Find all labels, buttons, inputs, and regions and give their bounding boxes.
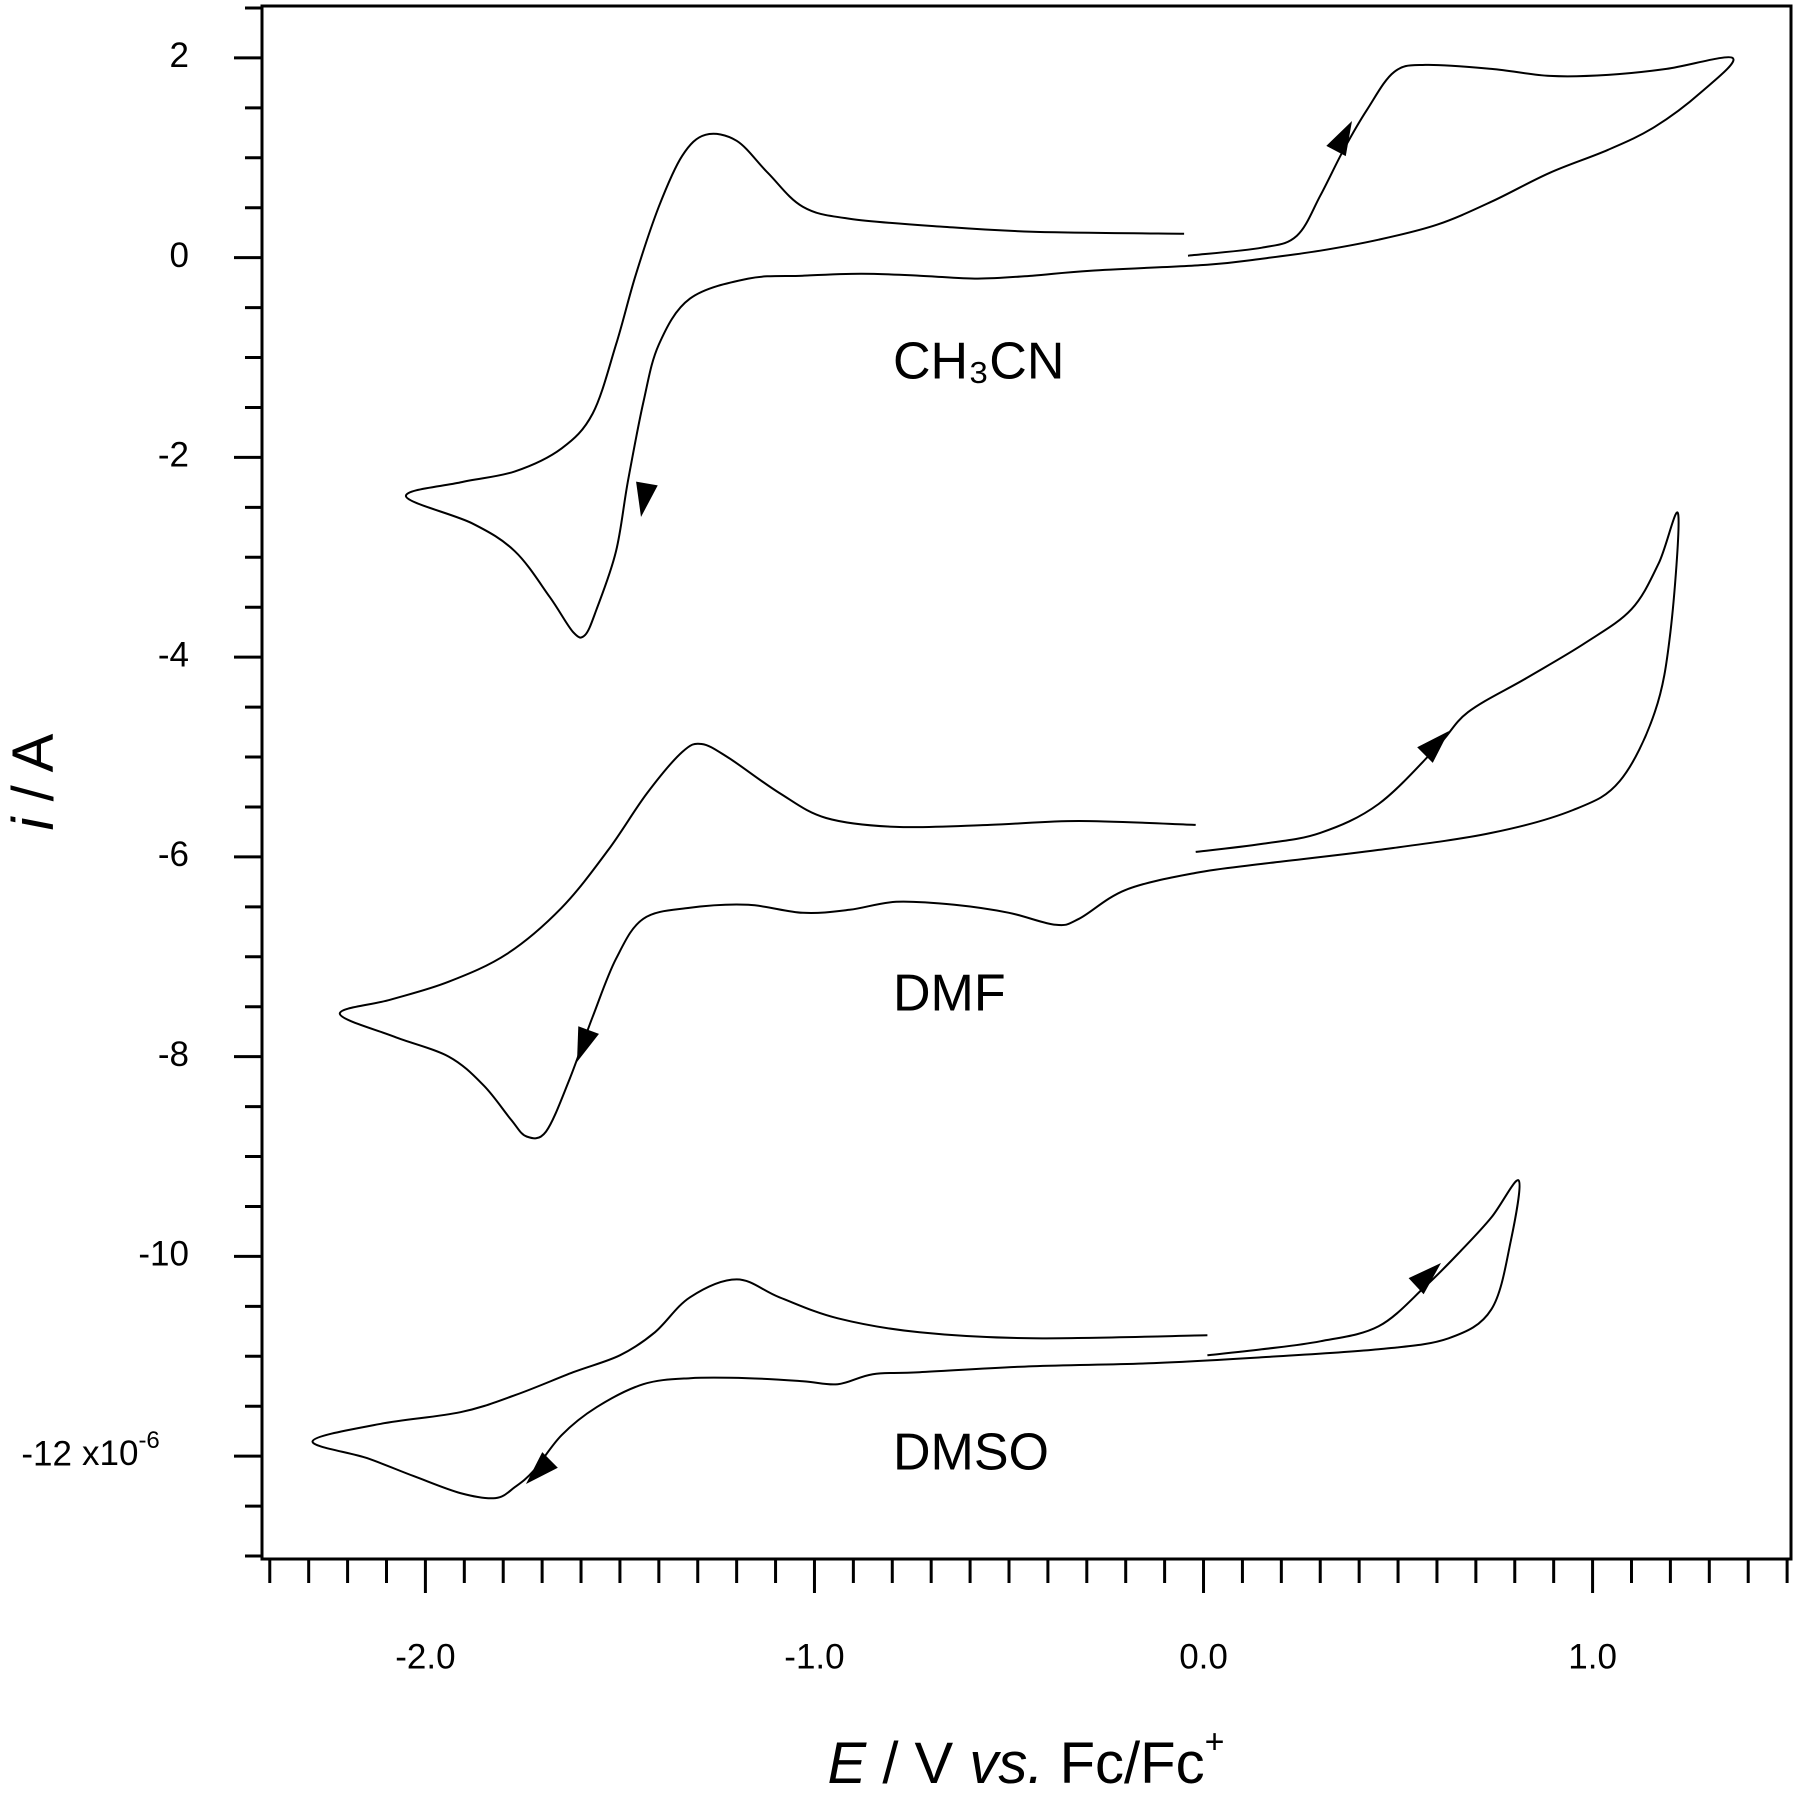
y-label-part: / A xyxy=(1,733,66,817)
x-label-part: + xyxy=(1205,1723,1225,1761)
arrow xyxy=(636,481,658,517)
y-tick-label: -12 xyxy=(21,1434,72,1473)
plot-frame xyxy=(260,4,1793,1561)
arrow xyxy=(577,1026,599,1062)
series-label: DMSO xyxy=(893,1424,1049,1482)
y-label-part: i xyxy=(1,815,66,830)
y-axis-label: i / A xyxy=(1,733,66,830)
y-tick-label: -8 xyxy=(158,1035,189,1074)
series-label: DMF xyxy=(893,965,1006,1023)
x-label-part: vs. xyxy=(969,1731,1043,1796)
x-tick-label: 1.0 xyxy=(1568,1637,1617,1676)
y-tick-label: -2 xyxy=(158,436,189,475)
y-tick-label: 2 xyxy=(170,36,189,75)
x-tick-label: -2.0 xyxy=(395,1637,455,1676)
cv-curve xyxy=(338,511,1680,1140)
y-multiplier-exponent: -6 xyxy=(138,1427,159,1454)
y-tick-label: -4 xyxy=(158,635,189,674)
arrow xyxy=(1417,731,1449,763)
x-label-part: Fc/Fc xyxy=(1044,1731,1205,1796)
y-multiplier: x10-6 xyxy=(82,1427,160,1473)
x-tick-label: 0.0 xyxy=(1179,1637,1228,1676)
cv-curve xyxy=(405,56,1735,639)
series-label: CH₃CN xyxy=(893,333,1064,391)
y-tick-label: 0 xyxy=(170,236,189,275)
x-tick-label: -1.0 xyxy=(784,1637,844,1676)
direction-arrows xyxy=(526,121,1449,1484)
x-axis-label: E / V vs. Fc/Fc+ xyxy=(828,1723,1225,1796)
cv-curve xyxy=(311,1179,1521,1500)
y-tick-label: -6 xyxy=(158,835,189,874)
x-label-part: / V xyxy=(866,1731,969,1796)
arrow xyxy=(526,1452,558,1484)
y-tick-label: -10 xyxy=(138,1235,189,1274)
x-label-part: E xyxy=(828,1731,868,1796)
y-multiplier-base: x10 xyxy=(82,1434,138,1473)
arrow xyxy=(1408,1263,1441,1295)
